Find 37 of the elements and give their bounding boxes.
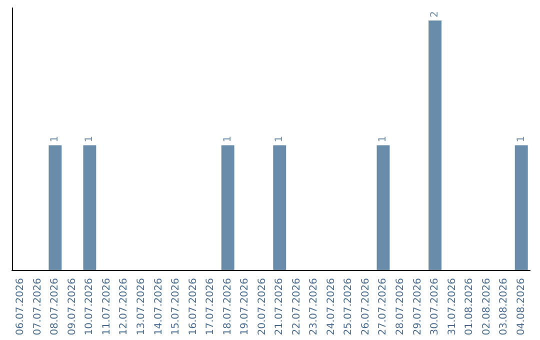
- x-tick-label: 31.07.2026: [446, 278, 458, 336]
- x-tick-label: 24.07.2026: [326, 278, 337, 336]
- x-tick-label: 14.07.2026: [153, 278, 164, 336]
- data-label: 1: [84, 136, 96, 142]
- x-tick-label: 21.07.2026: [274, 278, 286, 336]
- x-tick-label: 04.08.2026: [516, 278, 527, 336]
- x-tick-label: 06.07.2026: [15, 278, 26, 336]
- x-tick-label: 11.07.2026: [101, 278, 112, 336]
- x-tick-label: 07.07.2026: [32, 278, 44, 336]
- data-label: 2: [430, 11, 441, 18]
- x-tick-label: 17.07.2026: [205, 278, 216, 336]
- data-label: 1: [274, 136, 286, 142]
- x-tick-label: 29.07.2026: [412, 278, 424, 336]
- x-tick-label: 27.07.2026: [378, 278, 389, 336]
- x-tick-label: 19.07.2026: [240, 278, 251, 336]
- x-tick-label: 28.07.2026: [395, 278, 406, 336]
- x-tick-label: 18.07.2026: [222, 278, 234, 336]
- x-tick-label: 26.07.2026: [360, 278, 372, 336]
- x-tick-label: 22.07.2026: [291, 278, 302, 336]
- x-tick-label: 20.07.2026: [256, 278, 268, 336]
- x-tick-label: 08.07.2026: [50, 278, 61, 336]
- data-label: 1: [516, 136, 527, 142]
- data-label: 1: [222, 136, 234, 142]
- x-tick-label: 01.08.2026: [464, 278, 476, 336]
- x-tick-label: 15.07.2026: [170, 278, 182, 336]
- x-tick-label: 25.07.2026: [343, 278, 354, 336]
- x-tick-label: 12.07.2026: [118, 278, 130, 336]
- x-tick-label: 13.07.2026: [136, 278, 147, 336]
- x-tick-label: 16.07.2026: [188, 278, 199, 336]
- x-tick-label: 30.07.2026: [430, 278, 441, 336]
- x-tick-label: 09.07.2026: [66, 278, 78, 336]
- x-tick-label: 02.08.2026: [481, 278, 492, 336]
- x-tick-label: 10.07.2026: [84, 278, 96, 336]
- data-label: 1: [378, 136, 389, 142]
- x-tick-label: 03.08.2026: [498, 278, 510, 336]
- x-tick-label: 23.07.2026: [308, 278, 320, 336]
- data-label: 1: [50, 136, 61, 142]
